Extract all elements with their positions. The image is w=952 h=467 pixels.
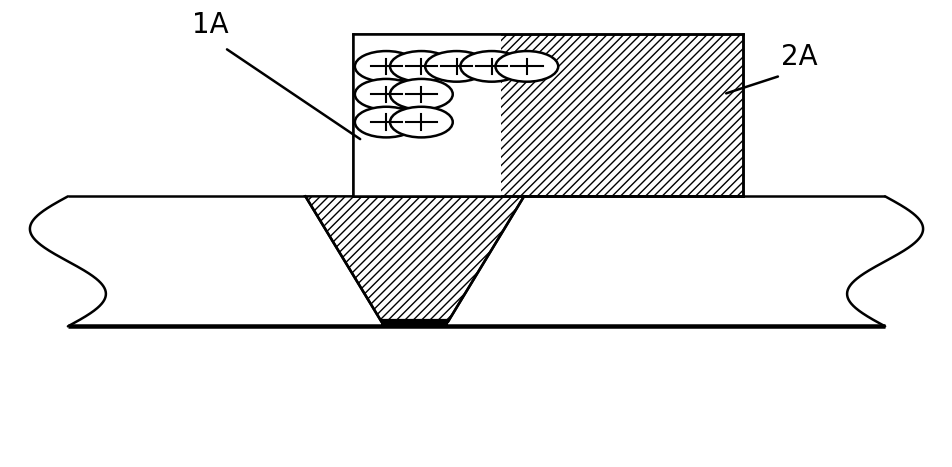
Polygon shape — [352, 34, 501, 196]
Circle shape — [354, 51, 417, 82]
Circle shape — [389, 79, 452, 110]
Circle shape — [389, 107, 452, 137]
Circle shape — [425, 51, 487, 82]
Polygon shape — [352, 34, 742, 196]
Circle shape — [389, 51, 452, 82]
Polygon shape — [306, 196, 524, 322]
Text: 1A: 1A — [192, 11, 228, 39]
Circle shape — [460, 51, 523, 82]
Circle shape — [354, 79, 417, 110]
Polygon shape — [68, 196, 884, 326]
Circle shape — [495, 51, 558, 82]
Circle shape — [354, 107, 417, 137]
Text: 2A: 2A — [781, 43, 817, 71]
